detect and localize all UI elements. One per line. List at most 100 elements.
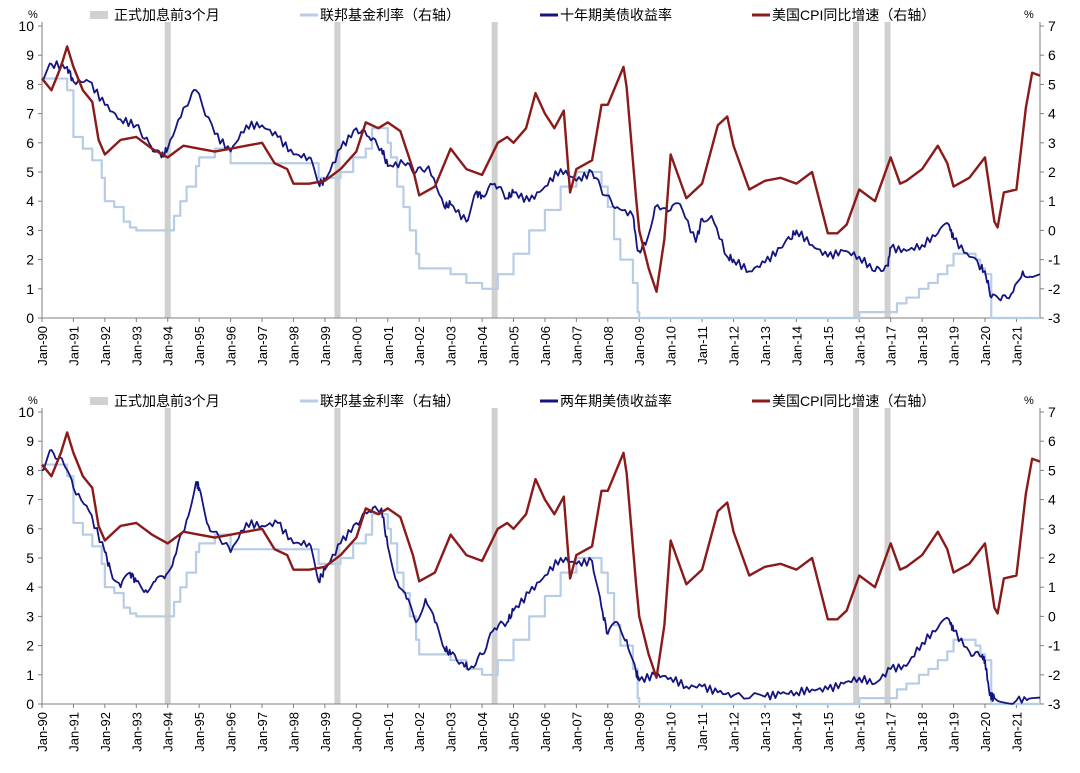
x-tick-label: Jan-91 <box>66 712 81 752</box>
x-tick-label: Jan-06 <box>538 326 553 366</box>
x-tick-label: Jan-13 <box>758 712 773 752</box>
x-tick-label: Jan-21 <box>1009 326 1024 366</box>
x-tick-label: Jan-14 <box>789 712 804 752</box>
legend-label-yield: 十年期美债收益率 <box>560 7 672 23</box>
legend-label-hike: 正式加息前3个月 <box>114 7 220 23</box>
x-tick-label: Jan-99 <box>318 712 333 752</box>
hike-bar <box>853 408 860 704</box>
right-tick-label: 3 <box>1048 521 1056 537</box>
x-tick-label: Jan-92 <box>98 712 113 752</box>
left-tick-label: 9 <box>26 433 34 449</box>
x-tick-label: Jan-91 <box>66 326 81 366</box>
x-tick-label: Jan-12 <box>727 712 742 752</box>
right-tick-label: 4 <box>1048 106 1056 122</box>
chart-top-10y: 0 1 2 3 4 5 6 7 8 9 10 -3 -2 -1 0 1 2 3 4 5 6 7% % Jan-90 Jan-91… <box>18 7 1061 366</box>
x-tick-label: Jan-05 <box>506 712 521 752</box>
x-tick-label: Jan-13 <box>758 326 773 366</box>
x-tick-label: Jan-16 <box>852 326 867 366</box>
x-tick-label: Jan-01 <box>381 712 396 752</box>
left-tick-label: 6 <box>26 135 34 151</box>
right-tick-label: 3 <box>1048 135 1056 151</box>
right-tick-label: 6 <box>1048 47 1056 63</box>
left-tick-label: 9 <box>26 47 34 63</box>
left-tick-label: 1 <box>26 281 34 297</box>
fed-funds-line <box>42 463 1040 706</box>
legend-label-cpi: 美国CPI同比增速（右轴） <box>772 393 935 409</box>
left-tick-label: 8 <box>26 76 34 92</box>
x-tick-label: Jan-00 <box>349 712 364 752</box>
hike-bar <box>164 22 171 318</box>
left-tick-label: 0 <box>26 696 34 712</box>
treasury-yield-line <box>41 60 1041 302</box>
left-tick-label: 4 <box>26 193 34 209</box>
x-tick-label: Jan-08 <box>601 712 616 752</box>
x-tick-label: Jan-06 <box>538 712 553 752</box>
left-tick-label: 2 <box>26 638 34 654</box>
legend-swatch-hike <box>90 397 108 405</box>
left-tick-label: 3 <box>26 608 34 624</box>
x-tick-label: Jan-16 <box>852 712 867 752</box>
x-tick-label: Jan-93 <box>129 326 144 366</box>
x-tick-label: Jan-95 <box>192 326 207 366</box>
right-tick-label: 1 <box>1048 579 1056 595</box>
legend-label-fed-funds: 联邦基金利率（右轴） <box>320 393 460 409</box>
right-tick-label: -2 <box>1048 667 1061 683</box>
x-tick-label: Jan-19 <box>947 326 962 366</box>
x-tick-label: Jan-17 <box>884 326 899 366</box>
right-tick-label: 5 <box>1048 76 1056 92</box>
x-tick-label: Jan-15 <box>821 712 836 752</box>
x-tick-label: Jan-18 <box>915 326 930 366</box>
x-tick-label: Jan-94 <box>161 712 176 752</box>
chart-bottom-2y: 0 1 2 3 4 5 6 7 8 9 10 -3 -2 -1 0 1 2 3 4 5 6 7% % Jan-90 Jan-91… <box>18 393 1061 752</box>
left-tick-label: 7 <box>26 492 34 508</box>
x-tick-label: Jan-04 <box>475 712 490 752</box>
left-tick-label: 5 <box>26 164 34 180</box>
x-tick-label: Jan-03 <box>444 326 459 366</box>
x-tick-label: Jan-10 <box>664 326 679 366</box>
right-tick-label: 1 <box>1048 193 1056 209</box>
left-tick-label: 1 <box>26 667 34 683</box>
x-tick-label: Jan-97 <box>255 326 270 366</box>
hike-bar <box>884 408 891 704</box>
right-tick-label: -1 <box>1048 638 1061 654</box>
x-tick-label: Jan-97 <box>255 712 270 752</box>
right-tick-label: -3 <box>1048 310 1061 326</box>
right-tick-label: 0 <box>1048 222 1056 238</box>
left-tick-label: 3 <box>26 222 34 238</box>
x-tick-label: Jan-92 <box>98 326 113 366</box>
right-tick-label: -1 <box>1048 252 1061 268</box>
left-tick-label: 5 <box>26 550 34 566</box>
x-tick-label: Jan-17 <box>884 712 899 752</box>
x-tick-label: Jan-18 <box>915 712 930 752</box>
x-tick-label: Jan-07 <box>569 326 584 366</box>
x-tick-label: Jan-11 <box>695 326 710 365</box>
x-tick-label: Jan-20 <box>978 712 993 752</box>
x-tick-label: Jan-09 <box>632 326 647 366</box>
legend-swatch-hike <box>90 11 108 19</box>
legend-label-fed-funds: 联邦基金利率（右轴） <box>320 7 460 23</box>
cpi-line <box>41 45 1041 293</box>
x-tick-label: Jan-01 <box>381 326 396 366</box>
x-tick-label: Jan-03 <box>444 712 459 752</box>
x-tick-label: Jan-11 <box>695 712 710 751</box>
cpi-line <box>41 431 1041 679</box>
x-tick-label: Jan-93 <box>129 712 144 752</box>
right-tick-label: 2 <box>1048 550 1056 566</box>
left-tick-label: 4 <box>26 579 34 595</box>
right-tick-label: 6 <box>1048 433 1056 449</box>
left-tick-label: 0 <box>26 310 34 326</box>
x-tick-label: Jan-04 <box>475 326 490 366</box>
x-tick-label: Jan-94 <box>161 326 176 366</box>
x-tick-label: Jan-14 <box>789 326 804 366</box>
x-tick-label: Jan-02 <box>412 326 427 366</box>
legend-label-yield: 两年期美债收益率 <box>560 393 672 409</box>
right-tick-label: -3 <box>1048 696 1061 712</box>
hike-bar <box>853 22 860 318</box>
right-tick-label: -2 <box>1048 281 1061 297</box>
right-tick-label: 5 <box>1048 462 1056 478</box>
left-tick-label: 2 <box>26 252 34 268</box>
left-unit-label: % <box>28 9 38 21</box>
x-tick-label: Jan-02 <box>412 712 427 752</box>
x-tick-label: Jan-96 <box>224 712 239 752</box>
right-tick-label: 7 <box>1048 18 1056 34</box>
